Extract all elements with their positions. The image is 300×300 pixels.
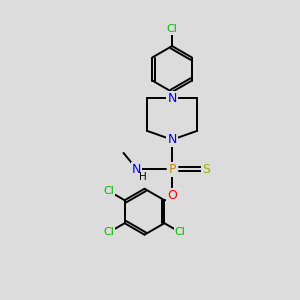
Text: Cl: Cl [175,227,186,237]
Text: N: N [132,163,141,176]
Text: O: O [167,189,177,202]
Text: Cl: Cl [103,227,114,237]
Text: Cl: Cl [167,24,178,34]
Text: N: N [167,92,177,105]
Text: N: N [167,133,177,146]
Text: S: S [202,163,210,176]
Text: Cl: Cl [103,186,114,196]
Text: P: P [168,163,176,176]
Text: H: H [140,172,147,182]
